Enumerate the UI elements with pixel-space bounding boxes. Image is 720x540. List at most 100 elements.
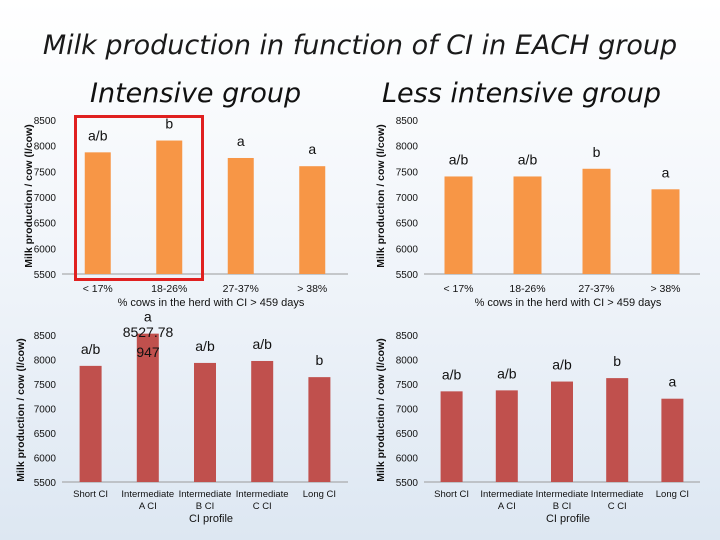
bar bbox=[227, 157, 254, 274]
x-tick-label-line2: C CI bbox=[253, 501, 272, 512]
intensive-group-title: Intensive group bbox=[90, 78, 302, 109]
bar-significance-label: a bbox=[144, 309, 152, 325]
y-tick-label: 5500 bbox=[396, 478, 419, 489]
bar bbox=[84, 152, 111, 274]
y-tick-label: 6000 bbox=[34, 454, 57, 465]
y-tick-label: 6500 bbox=[34, 429, 57, 440]
bar bbox=[156, 140, 183, 274]
bar-significance-label: a/b bbox=[81, 341, 101, 357]
bar-significance-label: a/b bbox=[518, 151, 538, 167]
y-tick-label: 6000 bbox=[396, 244, 419, 255]
bar bbox=[444, 176, 473, 274]
y-axis-label: Milk production / cow (l/cow) bbox=[375, 338, 387, 482]
x-tick-label: Long CI bbox=[656, 489, 689, 500]
y-tick-label: 5500 bbox=[396, 270, 419, 281]
x-tick-label: Intermediate bbox=[536, 489, 589, 500]
bar-value-label: 947 bbox=[136, 344, 160, 360]
x-tick-label: 27-37% bbox=[578, 283, 614, 295]
x-tick-label: 18-26% bbox=[151, 283, 187, 295]
x-tick-label: Intermediate bbox=[591, 489, 644, 500]
bar-significance-label: a/b bbox=[88, 127, 108, 143]
x-tick-label: Intermediate bbox=[236, 489, 289, 500]
y-tick-label: 6500 bbox=[34, 219, 57, 230]
bar bbox=[251, 360, 274, 482]
y-tick-label: 7000 bbox=[396, 193, 419, 204]
bar-significance-label: a/b bbox=[252, 336, 272, 352]
bar-significance-label: a/b bbox=[449, 151, 469, 167]
less-intensive-group-title: Less intensive group bbox=[382, 78, 662, 109]
bar-significance-label: b bbox=[613, 353, 621, 369]
y-tick-label: 6500 bbox=[396, 219, 419, 230]
x-tick-label-line2: C CI bbox=[608, 501, 627, 512]
bar bbox=[651, 189, 680, 274]
bar-significance-label: a/b bbox=[497, 365, 517, 381]
y-tick-label: 7000 bbox=[34, 193, 57, 204]
y-axis-label: Milk production / cow (l/cow) bbox=[23, 124, 35, 268]
y-tick-label: 7500 bbox=[34, 380, 57, 391]
bar-significance-label: a bbox=[237, 133, 245, 149]
bar-significance-label: a bbox=[662, 164, 670, 180]
y-tick-label: 8000 bbox=[34, 356, 57, 367]
x-tick-label-line2: B CI bbox=[196, 501, 214, 512]
bar bbox=[136, 333, 159, 482]
bar-value-label: 8527.78 bbox=[123, 324, 174, 340]
y-tick-label: 6000 bbox=[34, 244, 57, 255]
y-tick-label: 8000 bbox=[396, 356, 419, 367]
bar-significance-label: a/b bbox=[195, 338, 215, 354]
x-tick-label-line2: B CI bbox=[553, 501, 571, 512]
x-axis-label: CI profile bbox=[189, 513, 233, 525]
bar bbox=[299, 166, 326, 274]
y-tick-label: 8500 bbox=[34, 331, 57, 342]
y-axis-label: Milk production / cow (l/cow) bbox=[15, 338, 27, 482]
x-tick-label: 18-26% bbox=[509, 283, 545, 295]
x-tick-label: Intermediate bbox=[480, 489, 533, 500]
x-axis-label: CI profile bbox=[546, 513, 590, 525]
y-tick-label: 7000 bbox=[396, 405, 419, 416]
x-tick-label: Short CI bbox=[434, 489, 469, 500]
bar bbox=[513, 176, 542, 274]
bar bbox=[661, 398, 684, 482]
bar bbox=[308, 377, 331, 482]
x-tick-label: Short CI bbox=[73, 489, 108, 500]
bar bbox=[606, 378, 629, 482]
y-tick-label: 7500 bbox=[396, 380, 419, 391]
bar bbox=[582, 168, 611, 274]
bar bbox=[440, 391, 463, 482]
y-tick-label: 7500 bbox=[34, 167, 57, 178]
x-tick-label: Intermediate bbox=[179, 489, 232, 500]
bar-significance-label: a bbox=[669, 374, 677, 390]
y-axis-label: Milk production / cow (l/cow) bbox=[375, 124, 387, 268]
bar-significance-label: b bbox=[316, 352, 324, 368]
y-tick-label: 5500 bbox=[34, 270, 57, 281]
bar-significance-label: b bbox=[593, 144, 601, 160]
y-tick-label: 8000 bbox=[34, 142, 57, 153]
y-tick-label: 8000 bbox=[396, 142, 419, 153]
bar bbox=[194, 362, 216, 482]
x-tick-label: < 17% bbox=[443, 283, 473, 295]
bar bbox=[551, 381, 573, 482]
x-tick-label-line2: A CI bbox=[139, 501, 157, 512]
bar-significance-label: a/b bbox=[552, 357, 572, 373]
x-tick-label: 27-37% bbox=[223, 283, 259, 295]
y-tick-label: 7000 bbox=[34, 405, 57, 416]
x-axis-label: % cows in the herd with CI > 459 days bbox=[475, 297, 662, 309]
y-tick-label: 8500 bbox=[396, 116, 419, 127]
y-tick-label: 7500 bbox=[396, 167, 419, 178]
x-tick-label: Long CI bbox=[303, 489, 336, 500]
x-tick-label: < 17% bbox=[83, 283, 113, 295]
bar-significance-label: a/b bbox=[442, 366, 462, 382]
y-tick-label: 6500 bbox=[396, 429, 419, 440]
x-tick-label-line2: A CI bbox=[498, 501, 516, 512]
bar bbox=[495, 390, 518, 482]
x-tick-label: > 38% bbox=[650, 283, 680, 295]
bar bbox=[79, 365, 102, 482]
y-tick-label: 8500 bbox=[396, 331, 419, 342]
y-tick-label: 6000 bbox=[396, 454, 419, 465]
y-tick-label: 5500 bbox=[34, 478, 57, 489]
bar-significance-label: a bbox=[308, 141, 316, 157]
page-title: Milk production in function of CI in EAC… bbox=[42, 30, 678, 61]
